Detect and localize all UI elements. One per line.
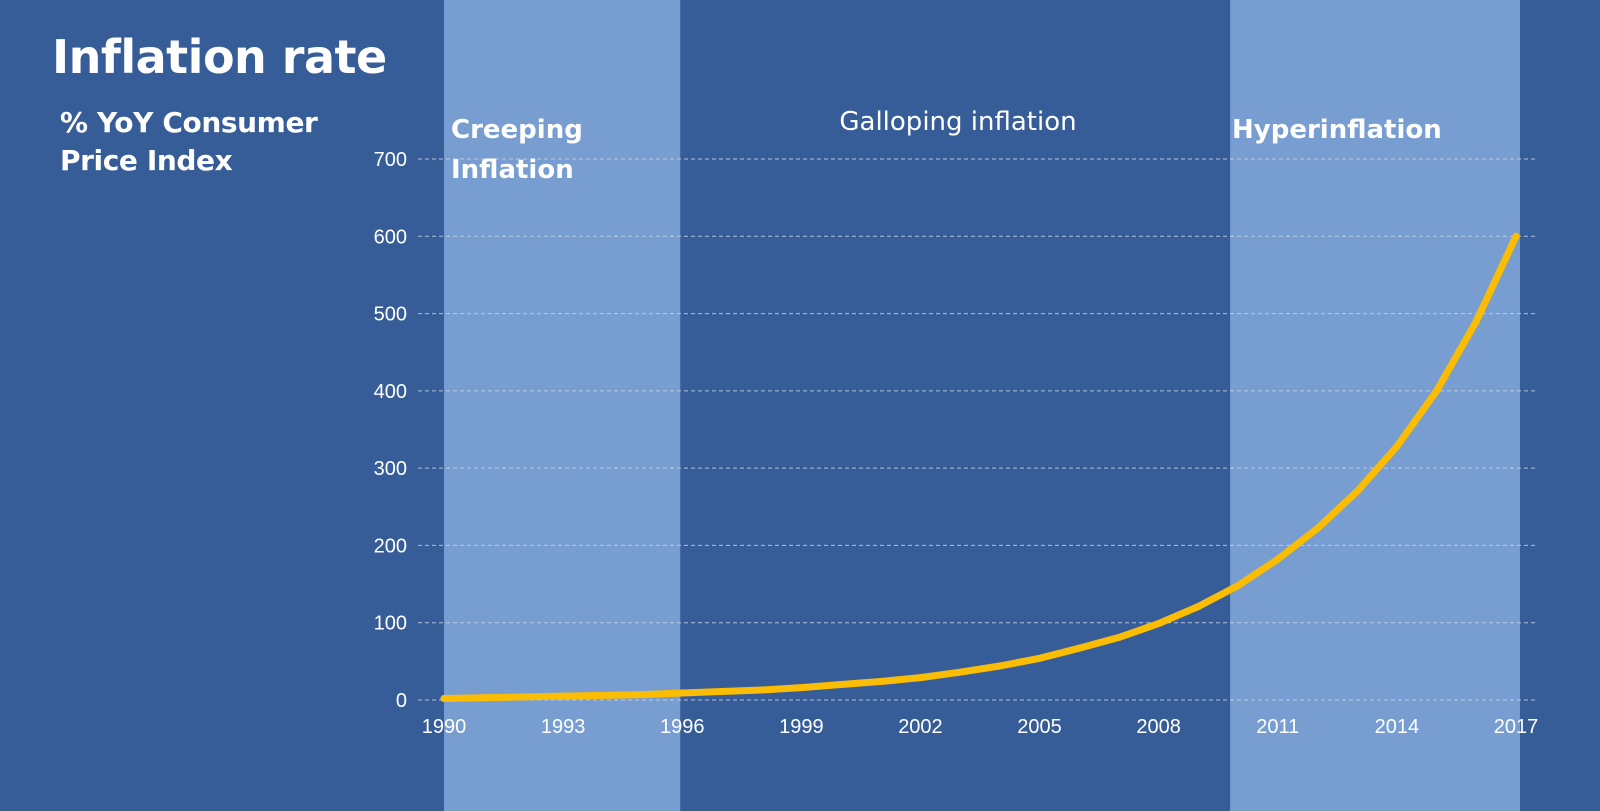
chart-title: Inflation rate <box>52 30 387 84</box>
data-point <box>519 693 527 701</box>
data-point <box>1155 619 1163 627</box>
data-point <box>1274 555 1282 563</box>
x-tick-label: 2005 <box>1017 716 1062 738</box>
period-band-1 <box>444 0 681 811</box>
data-point <box>996 662 1004 670</box>
data-point <box>1115 633 1123 641</box>
period-band-3 <box>1230 0 1520 811</box>
data-point <box>1194 602 1202 610</box>
data-point <box>1472 317 1480 325</box>
x-tick-label: 1996 <box>660 716 705 738</box>
data-point <box>877 677 885 685</box>
x-tick-label: 1990 <box>422 716 467 738</box>
series-group <box>440 232 1520 702</box>
data-point <box>837 681 845 689</box>
y-axis-ticks: 700 600 500 400 300 200 100 0 <box>374 149 407 712</box>
data-point <box>1313 524 1321 532</box>
x-tick-label: 1993 <box>541 716 586 738</box>
y-tick-label: 600 <box>374 226 407 248</box>
data-point <box>1353 487 1361 495</box>
data-point <box>718 687 726 695</box>
period-label-2: Galloping inflation <box>839 107 1076 137</box>
data-point <box>797 684 805 692</box>
y-tick-label: 700 <box>374 149 407 171</box>
data-point <box>1234 582 1242 590</box>
x-tick-label: 2017 <box>1494 716 1539 738</box>
data-point <box>559 692 567 700</box>
x-tick-label: 2002 <box>898 716 943 738</box>
data-point <box>678 689 686 697</box>
data-point <box>639 691 647 699</box>
period-bands <box>444 0 1520 811</box>
period-label-line: Galloping inflation <box>839 107 1076 137</box>
x-tick-label: 1999 <box>779 716 824 738</box>
data-point <box>1512 232 1520 240</box>
y-axis-title: % YoY Consumer Price Index <box>60 106 318 177</box>
data-point <box>480 694 488 702</box>
data-point <box>916 674 924 682</box>
period-labels: Creeping Inflation Galloping inflation Hype… <box>451 107 1442 185</box>
gridlines <box>418 158 1536 701</box>
y-tick-label: 300 <box>374 458 407 480</box>
data-point <box>956 668 964 676</box>
data-point <box>758 686 766 694</box>
period-label-1: Creeping Inflation <box>451 115 583 185</box>
period-label-line: Inflation <box>451 155 574 185</box>
period-label-3: Hyperinflation <box>1232 115 1442 145</box>
period-label-line: Hyperinflation <box>1232 115 1442 145</box>
data-point <box>1393 443 1401 451</box>
data-point <box>599 691 607 699</box>
x-axis-ticks: 1990 1993 1996 1999 2002 2005 2008 2011 2014 2017 <box>422 716 1539 738</box>
y-tick-label: 200 <box>374 535 407 557</box>
x-tick-label: 2008 <box>1136 716 1181 738</box>
y-tick-label: 400 <box>374 381 407 403</box>
data-point <box>1433 387 1441 395</box>
y-tick-label: 0 <box>396 690 407 712</box>
x-tick-label: 2014 <box>1375 716 1420 738</box>
data-point <box>1036 654 1044 662</box>
y-tick-label: 100 <box>374 613 407 635</box>
data-point <box>440 694 448 702</box>
series-line <box>440 232 1520 702</box>
x-tick-label: 2011 <box>1256 716 1299 738</box>
y-tick-label: 500 <box>374 304 407 326</box>
data-point <box>1075 644 1083 652</box>
period-label-line: Creeping <box>451 115 583 145</box>
